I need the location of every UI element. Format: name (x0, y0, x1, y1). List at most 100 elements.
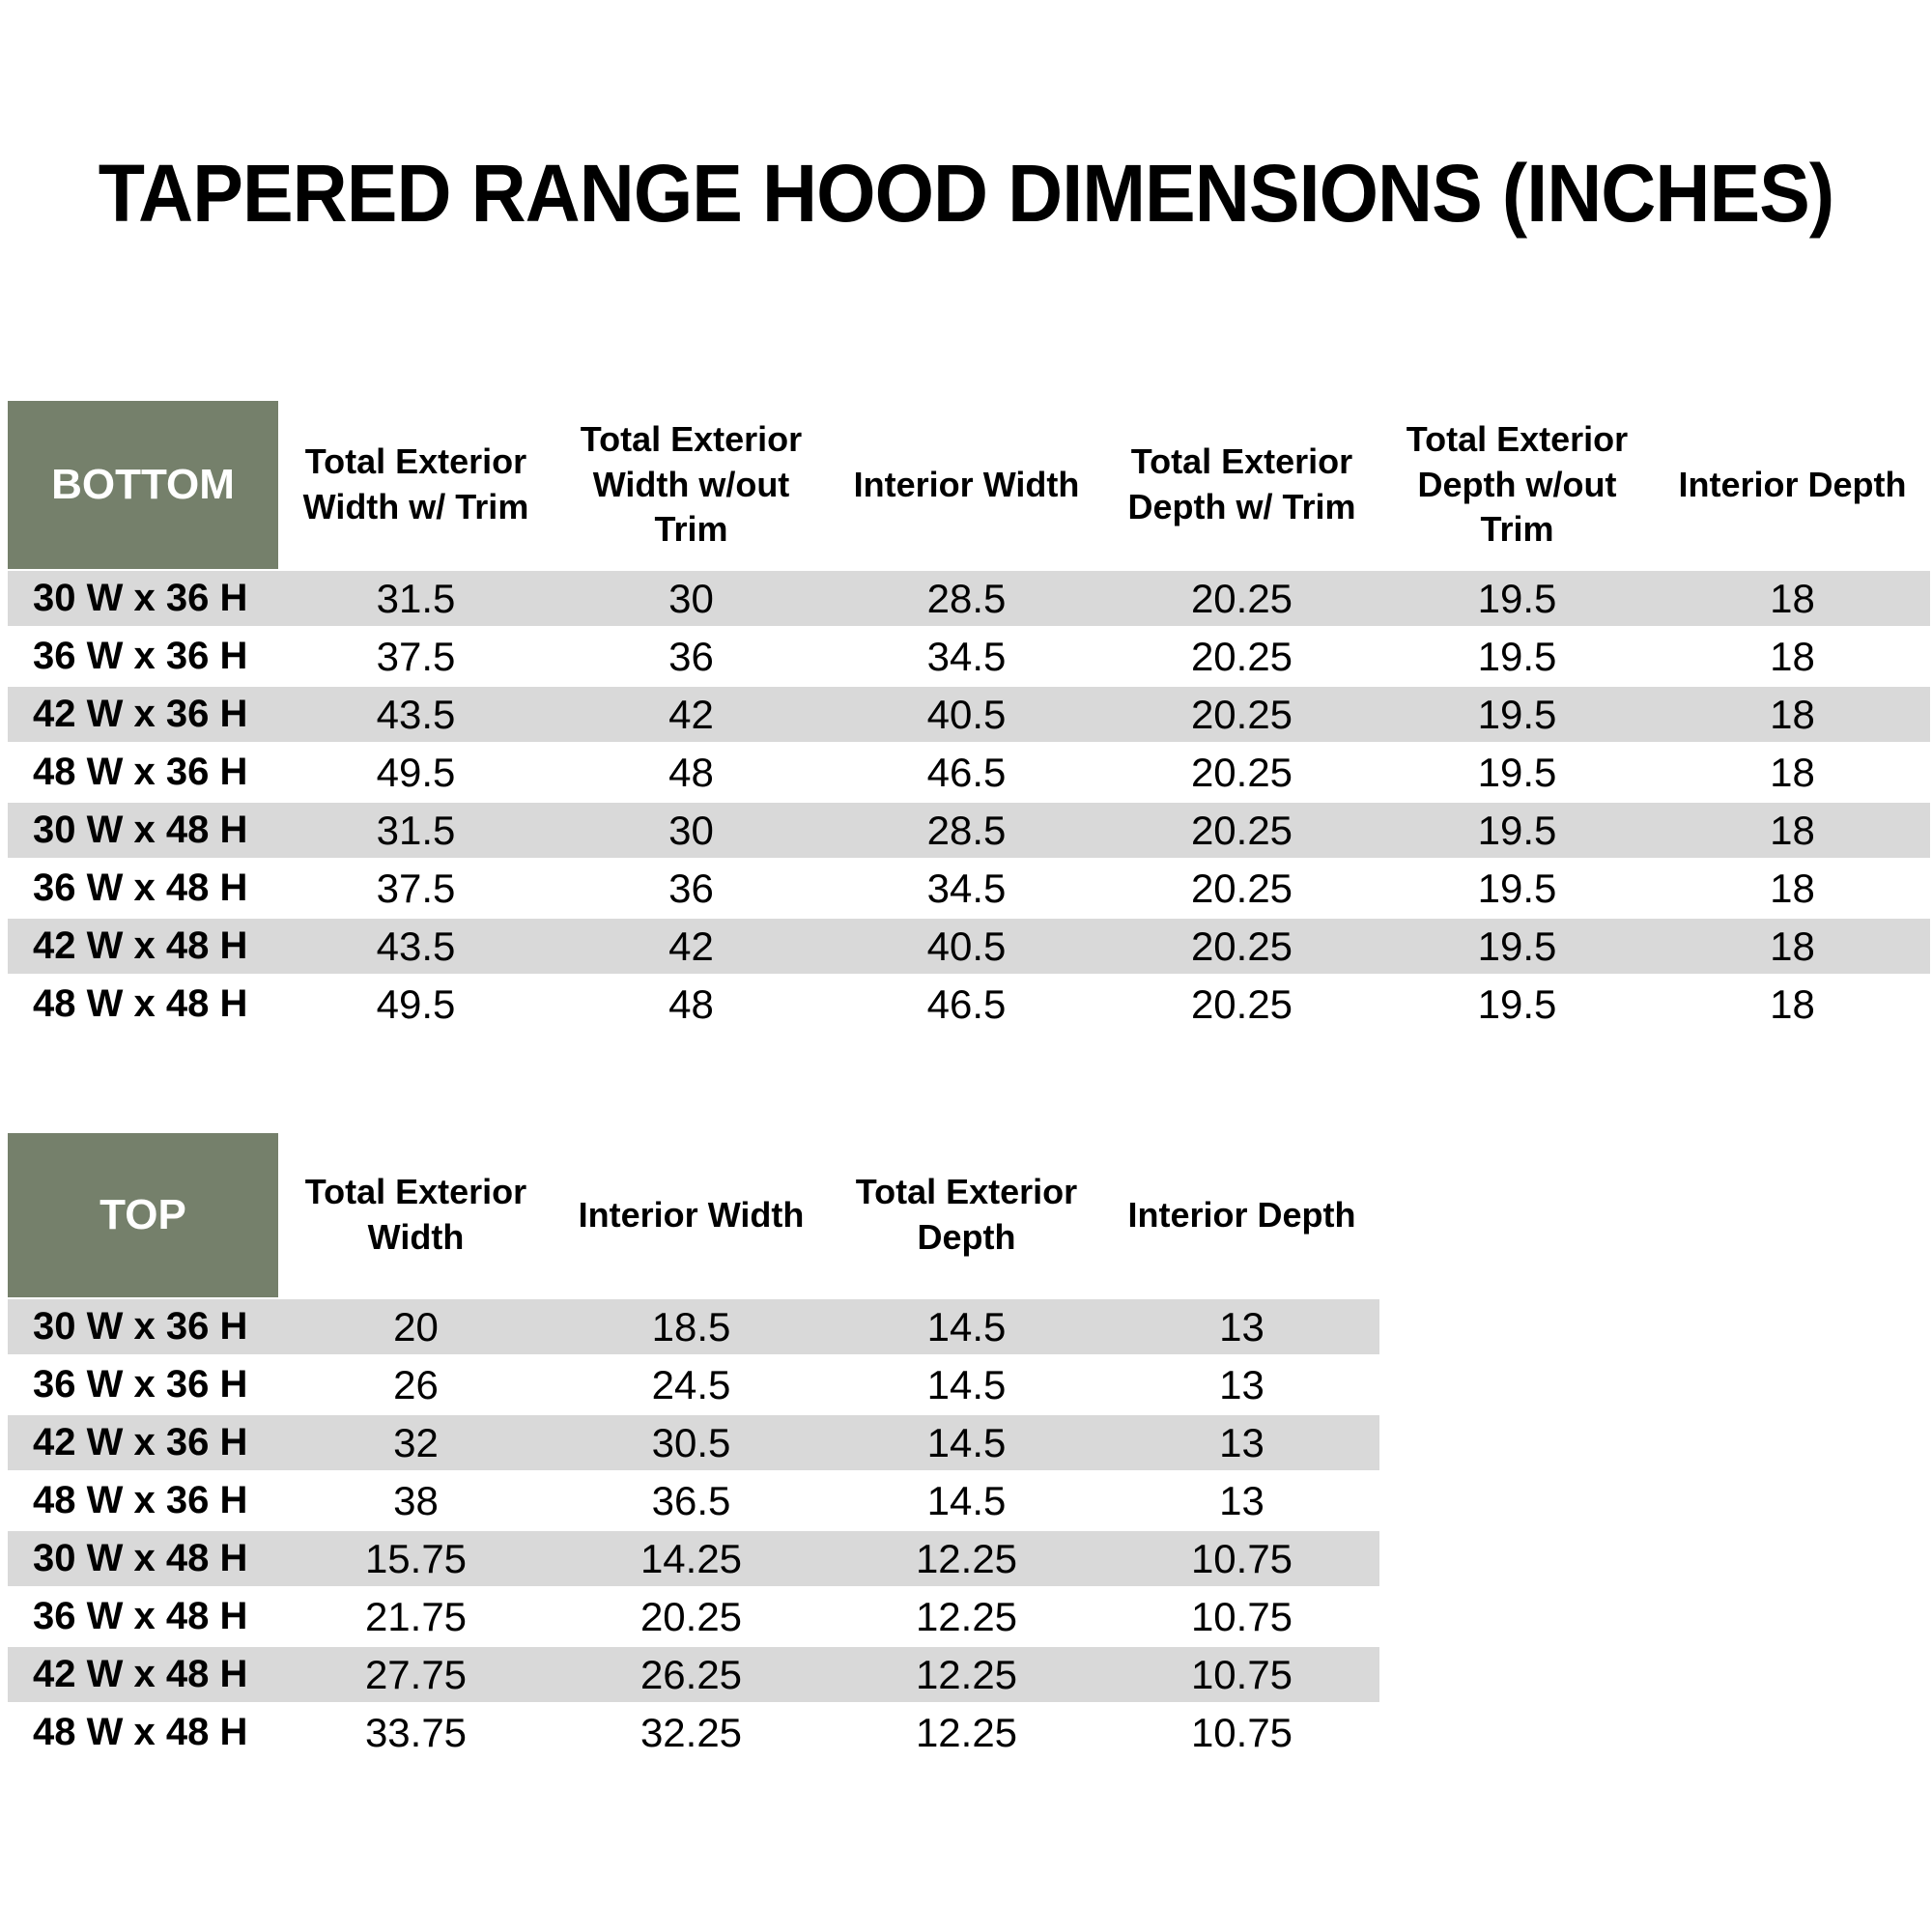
value-cell: 20 (393, 1303, 439, 1350)
value-cell: 20.25 (1190, 807, 1293, 853)
value-cell: 18 (1770, 980, 1815, 1027)
value-cell: 31.5 (376, 807, 456, 853)
value-cell: 12.25 (915, 1535, 1018, 1581)
value-cell: 13 (1219, 1419, 1264, 1465)
value-cell: 34.5 (926, 865, 1007, 911)
table-row: 48 W x 36 H 49.5 48 46.5 20.25 19.5 18 (8, 745, 1930, 803)
value-cell: 18 (1770, 749, 1815, 795)
row-label: 30 W x 48 H (33, 809, 248, 851)
value-cell: 26 (393, 1361, 439, 1407)
row-label: 36 W x 36 H (33, 1363, 248, 1406)
value-cell: 20.25 (1190, 691, 1293, 737)
column-header: Total Exterior Width (304, 1172, 527, 1257)
value-cell: 20.25 (1190, 575, 1293, 621)
table-row: 42 W x 36 H 43.5 42 40.5 20.25 19.5 18 (8, 687, 1930, 745)
table-row: 30 W x 48 H 31.5 30 28.5 20.25 19.5 18 (8, 803, 1930, 861)
value-cell: 43.5 (376, 923, 456, 969)
bottom-table-header-row: BOTTOM Total Exterior Width w/ Trim Total… (8, 401, 1930, 569)
row-label: 36 W x 48 H (33, 1595, 248, 1637)
top-corner-cell: TOP (8, 1133, 278, 1297)
bottom-corner-cell: BOTTOM (8, 401, 278, 569)
value-cell: 32 (393, 1419, 439, 1465)
row-label: 30 W x 48 H (33, 1537, 248, 1579)
value-cell: 36.5 (651, 1477, 731, 1523)
row-label: 48 W x 48 H (33, 982, 248, 1025)
table-row: 36 W x 48 H 21.75 20.25 12.25 10.75 (8, 1589, 1379, 1647)
column-header: Total Exterior Depth (855, 1172, 1078, 1257)
value-cell: 42 (668, 923, 714, 969)
row-label: 30 W x 36 H (33, 1305, 248, 1348)
table-row: 48 W x 48 H 33.75 32.25 12.25 10.75 (8, 1705, 1379, 1763)
value-cell: 30 (668, 575, 714, 621)
value-cell: 40.5 (926, 923, 1007, 969)
value-cell: 14.25 (639, 1535, 743, 1581)
value-cell: 46.5 (926, 749, 1007, 795)
row-label: 42 W x 36 H (33, 1421, 248, 1463)
table-row: 30 W x 48 H 15.75 14.25 12.25 10.75 (8, 1531, 1379, 1589)
value-cell: 20.25 (1190, 923, 1293, 969)
value-cell: 13 (1219, 1303, 1264, 1350)
value-cell: 28.5 (926, 575, 1007, 621)
row-label: 48 W x 48 H (33, 1711, 248, 1753)
value-cell: 30 (668, 807, 714, 853)
value-cell: 46.5 (926, 980, 1007, 1027)
value-cell: 37.5 (376, 633, 456, 679)
value-cell: 21.75 (364, 1593, 468, 1639)
table-row: 48 W x 36 H 38 36.5 14.5 13 (8, 1473, 1379, 1531)
value-cell: 40.5 (926, 691, 1007, 737)
value-cell: 14.5 (926, 1419, 1007, 1465)
value-cell: 38 (393, 1477, 439, 1523)
value-cell: 18 (1770, 923, 1815, 969)
value-cell: 19.5 (1477, 807, 1557, 853)
value-cell: 18 (1770, 807, 1815, 853)
table-row: 36 W x 36 H 26 24.5 14.5 13 (8, 1357, 1379, 1415)
value-cell: 20.25 (1190, 980, 1293, 1027)
value-cell: 19.5 (1477, 923, 1557, 969)
value-cell: 49.5 (376, 980, 456, 1027)
value-cell: 19.5 (1477, 865, 1557, 911)
column-header: Total Exterior Width w/ Trim (302, 441, 529, 526)
value-cell: 10.75 (1190, 1709, 1293, 1755)
table-row: 36 W x 36 H 37.5 36 34.5 20.25 19.5 18 (8, 629, 1930, 687)
top-dimensions-table: TOP Total Exterior Width Interior Width To… (8, 1133, 1379, 1763)
value-cell: 28.5 (926, 807, 1007, 853)
value-cell: 19.5 (1477, 633, 1557, 679)
value-cell: 18 (1770, 575, 1815, 621)
row-label: 30 W x 36 H (33, 577, 248, 619)
value-cell: 18 (1770, 633, 1815, 679)
column-header: Interior Width (853, 464, 1080, 504)
column-header: Total Exterior Width w/out Trim (580, 418, 803, 550)
value-cell: 20.25 (1190, 865, 1293, 911)
value-cell: 33.75 (364, 1709, 468, 1755)
table-row: 30 W x 36 H 31.5 30 28.5 20.25 19.5 18 (8, 571, 1930, 629)
value-cell: 18.5 (651, 1303, 731, 1350)
value-cell: 20.25 (1190, 633, 1293, 679)
value-cell: 14.5 (926, 1361, 1007, 1407)
value-cell: 31.5 (376, 575, 456, 621)
top-table-header-row: TOP Total Exterior Width Interior Width To… (8, 1133, 1379, 1297)
value-cell: 14.5 (926, 1477, 1007, 1523)
value-cell: 19.5 (1477, 980, 1557, 1027)
top-table-body: 30 W x 36 H 20 18.5 14.5 13 36 W x 36 H 26 24.5… (8, 1297, 1379, 1763)
column-header: Total Exterior Depth w/out Trim (1406, 418, 1629, 550)
value-cell: 18 (1770, 865, 1815, 911)
table-row: 42 W x 48 H 27.75 26.25 12.25 10.75 (8, 1647, 1379, 1705)
value-cell: 10.75 (1190, 1651, 1293, 1697)
row-label: 42 W x 36 H (33, 693, 248, 735)
value-cell: 34.5 (926, 633, 1007, 679)
value-cell: 14.5 (926, 1303, 1007, 1350)
value-cell: 32.25 (639, 1709, 743, 1755)
value-cell: 19.5 (1477, 749, 1557, 795)
value-cell: 30.5 (651, 1419, 731, 1465)
value-cell: 12.25 (915, 1651, 1018, 1697)
value-cell: 13 (1219, 1361, 1264, 1407)
value-cell: 24.5 (651, 1361, 731, 1407)
table-row: 36 W x 48 H 37.5 36 34.5 20.25 19.5 18 (8, 861, 1930, 919)
column-header: Total Exterior Depth w/ Trim (1127, 441, 1356, 526)
bottom-table-body: 30 W x 36 H 31.5 30 28.5 20.25 19.5 18 36 W x 3… (8, 569, 1930, 1035)
row-label: 36 W x 48 H (33, 867, 248, 909)
value-cell: 10.75 (1190, 1535, 1293, 1581)
column-header: Interior Depth (1127, 1194, 1356, 1235)
value-cell: 37.5 (376, 865, 456, 911)
